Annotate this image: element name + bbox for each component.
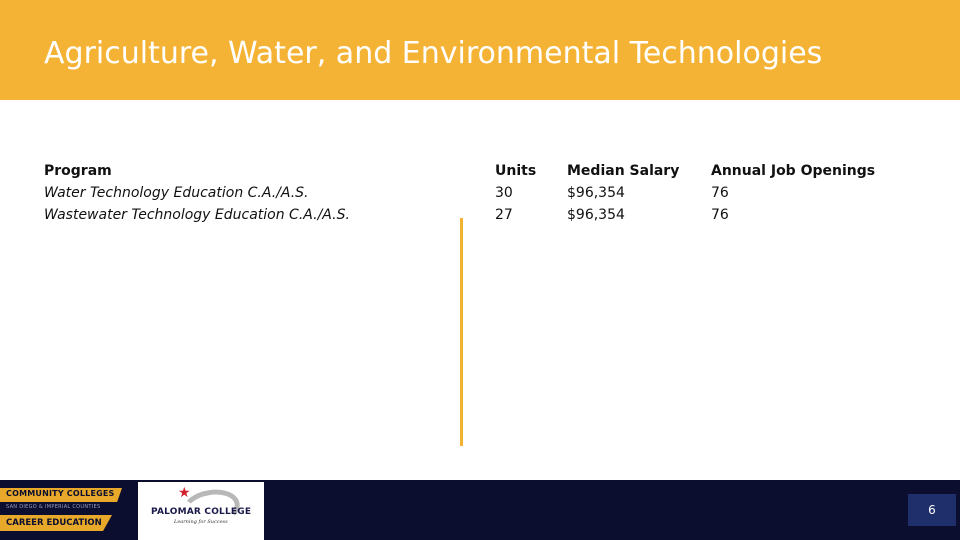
cc-logo-line1: COMMUNITY COLLEGES (6, 489, 115, 498)
openings-column: Annual Job Openings 76 76 (711, 160, 875, 226)
cc-logo-line2: SAN DIEGO & IMPERIAL COUNTIES (6, 504, 101, 510)
openings-cell: 76 (711, 207, 729, 223)
star-icon: ★ (178, 485, 191, 501)
units-header: Units (495, 163, 537, 179)
units-cell: 27 (495, 207, 513, 223)
page-number: 6 (908, 494, 956, 526)
slide-title: Agriculture, Water, and Environmental Te… (44, 36, 823, 71)
palomar-college-logo: ★ PALOMAR COLLEGE Learning for Success (138, 482, 264, 540)
openings-cell: 76 (711, 185, 729, 201)
salary-column: Median Salary $96,354 $96,354 (567, 160, 679, 226)
salary-cell: $96,354 (567, 207, 625, 223)
salary-header: Median Salary (567, 163, 680, 179)
openings-header: Annual Job Openings (711, 163, 876, 179)
units-column: Units 30 27 (495, 160, 536, 226)
palomar-logo-tagline: Learning for Success (174, 519, 228, 525)
header-banner: Agriculture, Water, and Environmental Te… (0, 0, 960, 100)
program-cell: Water Technology Education C.A./A.S. (44, 185, 309, 201)
program-header: Program (44, 163, 112, 179)
salary-cell: $96,354 (567, 185, 625, 201)
vertical-divider (460, 218, 463, 446)
program-cell: Wastewater Technology Education C.A./A.S… (44, 207, 350, 223)
units-cell: 30 (495, 185, 513, 201)
community-colleges-logo: COMMUNITY COLLEGES SAN DIEGO & IMPERIAL … (0, 488, 122, 534)
palomar-logo-name: PALOMAR COLLEGE (151, 507, 252, 517)
program-column: Program Water Technology Education C.A./… (44, 160, 350, 226)
cc-logo-line3: CAREER EDUCATION (6, 518, 102, 528)
